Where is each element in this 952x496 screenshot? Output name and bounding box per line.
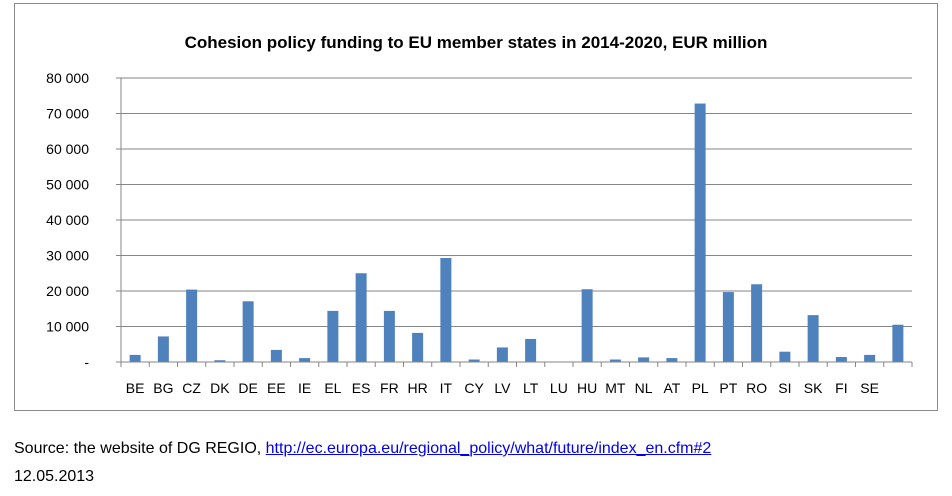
chart-frame: Cohesion policy funding to EU member sta… — [14, 3, 938, 411]
x-tick-label: HU — [577, 380, 597, 396]
bar-be — [129, 354, 141, 362]
bar-de — [242, 301, 254, 362]
y-tick-label: 30 000 — [46, 248, 89, 264]
bar-lt — [525, 338, 537, 362]
x-tick-label: ES — [352, 380, 371, 396]
bar-mt — [609, 359, 621, 362]
source-prefix: Source: the website of DG REGIO, — [14, 440, 266, 457]
x-tick-label: LU — [550, 380, 568, 396]
x-tick-label: FR — [380, 380, 399, 396]
x-tick-label: BE — [126, 380, 145, 396]
y-tick-label: 40 000 — [46, 212, 89, 228]
y-tick-label: 20 000 — [46, 283, 89, 299]
chart-title: Cohesion policy funding to EU member sta… — [185, 33, 768, 52]
x-tick-label: LT — [523, 380, 539, 396]
x-tick-label: LV — [494, 380, 511, 396]
bar-ee — [270, 349, 282, 362]
source-note: Source: the website of DG REGIO, http://… — [14, 440, 711, 458]
bar-cz — [186, 289, 198, 362]
x-tick-label: SI — [778, 380, 791, 396]
x-tick-label: PT — [719, 380, 737, 396]
bar-lv — [496, 347, 508, 362]
bar-cy — [468, 359, 480, 362]
y-axis-tick-labels: - 10 000 20 000 30 000 40 000 50 000 60 000 70 … — [46, 70, 89, 370]
x-tick-label: CZ — [182, 380, 201, 396]
bar-pt — [722, 292, 734, 362]
bar-pl — [694, 103, 706, 362]
bar-hr — [412, 332, 424, 362]
axes — [116, 77, 913, 367]
x-tick-label: NL — [635, 380, 653, 396]
x-tick-label: IT — [440, 380, 453, 396]
source-link[interactable]: http://ec.europa.eu/regional_policy/what… — [265, 440, 712, 457]
x-tick-label: HR — [408, 380, 428, 396]
y-tick-label: 10 000 — [46, 319, 89, 335]
bar-at — [666, 358, 678, 362]
bar-chart: Cohesion policy funding to EU member sta… — [46, 33, 913, 396]
bar-nl — [638, 357, 650, 362]
x-tick-label: CY — [464, 380, 484, 396]
x-tick-label: DE — [238, 380, 257, 396]
y-tick-label: 80 000 — [46, 70, 89, 86]
bar-sk — [807, 315, 819, 362]
x-tick-label: IE — [298, 380, 311, 396]
bar-uk — [892, 324, 904, 362]
x-tick-label: EL — [324, 380, 341, 396]
bar-es — [355, 273, 367, 362]
x-tick-label: FI — [835, 380, 847, 396]
bar-fr — [383, 310, 395, 362]
x-tick-label: RO — [746, 380, 767, 396]
x-axis-tick-labels: BE BG CZ DK DE EE IE EL ES FR HR IT CY LV LT LU HU MT NL AT… — [126, 380, 879, 396]
x-tick-label: SE — [860, 380, 879, 396]
bars — [129, 103, 904, 362]
bar-dk — [214, 360, 226, 362]
y-tick-label: 70 000 — [46, 106, 89, 122]
bar-bg — [157, 336, 169, 362]
bar-se — [864, 354, 876, 362]
x-tick-label: EE — [267, 380, 286, 396]
x-tick-label: DK — [210, 380, 230, 396]
bar-it — [440, 257, 452, 362]
bar-fi — [835, 357, 847, 362]
y-tick-label: 60 000 — [46, 141, 89, 157]
y-tick-label: 50 000 — [46, 177, 89, 193]
x-tick-label: SK — [804, 380, 823, 396]
bar-ro — [751, 284, 763, 362]
bar-ie — [299, 358, 311, 362]
gridlines — [121, 77, 912, 327]
x-tick-label: BG — [153, 380, 173, 396]
source-date: 12.05.2013 — [14, 468, 95, 485]
bar-si — [779, 351, 791, 362]
x-tick-label: MT — [605, 380, 626, 396]
y-tick-label: - — [84, 354, 89, 370]
bar-el — [327, 310, 339, 362]
bar-hu — [581, 289, 593, 362]
x-tick-label: AT — [663, 380, 680, 396]
x-tick-label: PL — [692, 380, 709, 396]
